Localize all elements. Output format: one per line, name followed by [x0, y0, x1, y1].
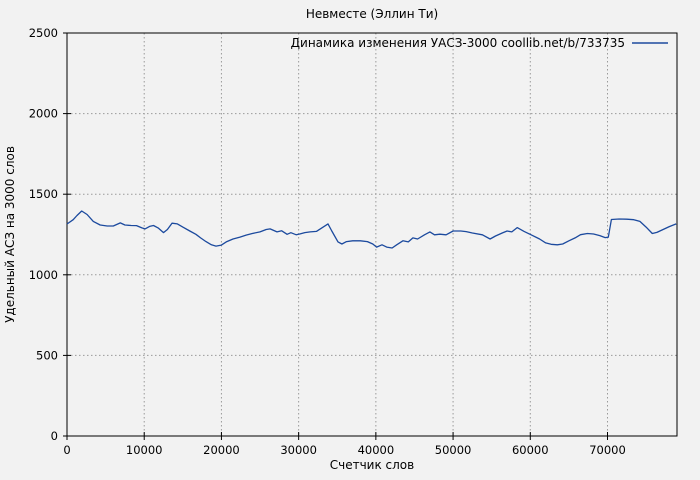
legend: Динамика изменения УАСЗ-3000 coollib.net…: [291, 36, 668, 50]
x-tick-label: 30000: [280, 443, 317, 457]
x-tick-label: 60000: [512, 443, 549, 457]
x-axis-label: Счетчик слов: [330, 458, 414, 472]
y-tick-label: 2000: [29, 107, 58, 121]
x-tick-label: 10000: [126, 443, 163, 457]
chart-title: Невместе (Эллин Ти): [306, 7, 438, 21]
y-tick-label: 0: [51, 429, 58, 443]
tick-labels: 0 10000 20000 30000 40000 50000 60000 70000 0 500…: [29, 26, 626, 457]
legend-label: Динамика изменения УАСЗ-3000 coollib.net…: [291, 36, 625, 50]
y-tick-label: 1000: [29, 268, 58, 282]
x-tick-label: 20000: [203, 443, 240, 457]
x-tick-label: 0: [63, 443, 70, 457]
x-tick-label: 50000: [435, 443, 472, 457]
y-tick-label: 500: [36, 348, 58, 362]
plot-frame: [66, 32, 678, 437]
y-axis-label: Удельный АСЗ на 3000 слов: [3, 146, 17, 323]
y-tick-label: 1500: [29, 187, 58, 201]
y-tick-label: 2500: [29, 26, 58, 40]
tick-marks: [63, 32, 609, 440]
x-tick-label: 70000: [589, 443, 626, 457]
data-line: [66, 210, 677, 249]
x-tick-label: 40000: [358, 443, 395, 457]
grid-lines: [67, 33, 677, 436]
